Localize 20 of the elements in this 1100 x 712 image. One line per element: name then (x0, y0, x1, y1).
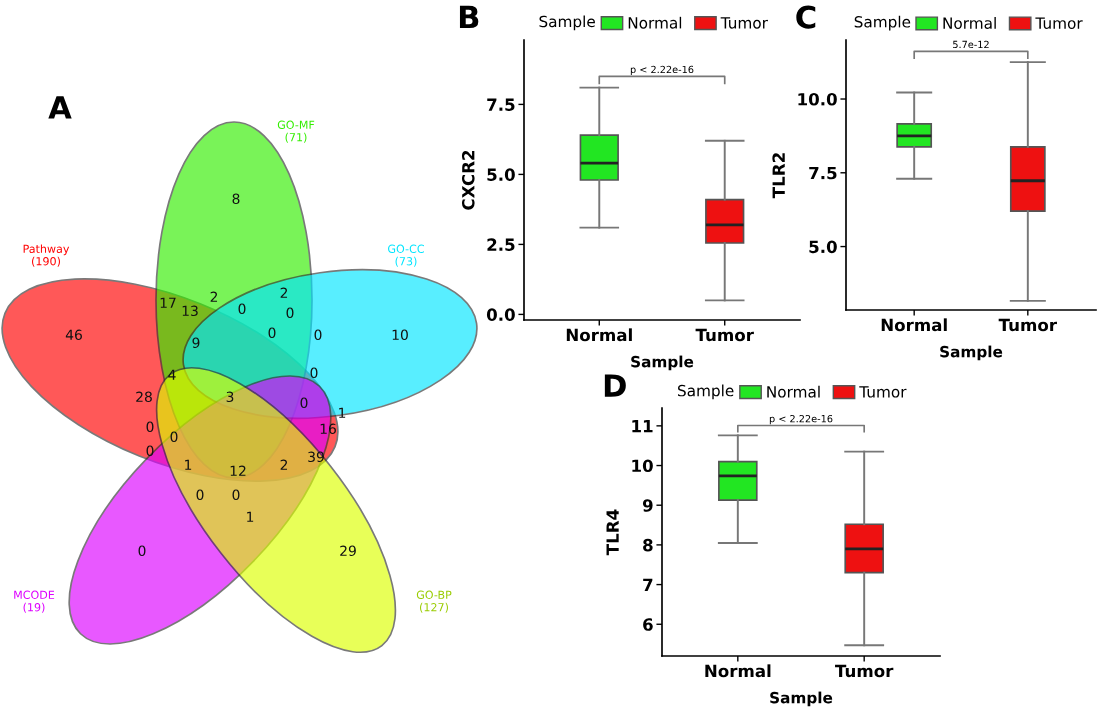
y-tick-label: 5.0 (487, 168, 515, 181)
y-tick-label: 8 (643, 538, 653, 552)
y-axis-title: TLR4 (606, 509, 619, 556)
y-tick-label: 11 (632, 420, 653, 433)
y-tick-label: 7 (643, 578, 653, 591)
y-tick-label: 5.0 (809, 240, 837, 254)
text: A (48, 96, 72, 119)
y-tick-label: 7.5 (487, 98, 515, 111)
chart-title: C (796, 5, 816, 29)
y-axis-title: CXCR2 (461, 150, 475, 210)
y-tick-label: 7.5 (809, 166, 837, 180)
y-tick-label: 2.5 (487, 238, 515, 251)
y-tick-label: 0.0 (486, 308, 515, 321)
y-tick-label: 10.0 (798, 92, 837, 106)
y-axis-title: TLR2 (772, 153, 785, 199)
y-tick-label: 6 (643, 618, 653, 631)
chart-title: D (604, 374, 626, 397)
y-tick-label: 10 (632, 459, 653, 473)
y-tick-label: 9 (642, 499, 653, 512)
chart-title: B (459, 5, 479, 29)
